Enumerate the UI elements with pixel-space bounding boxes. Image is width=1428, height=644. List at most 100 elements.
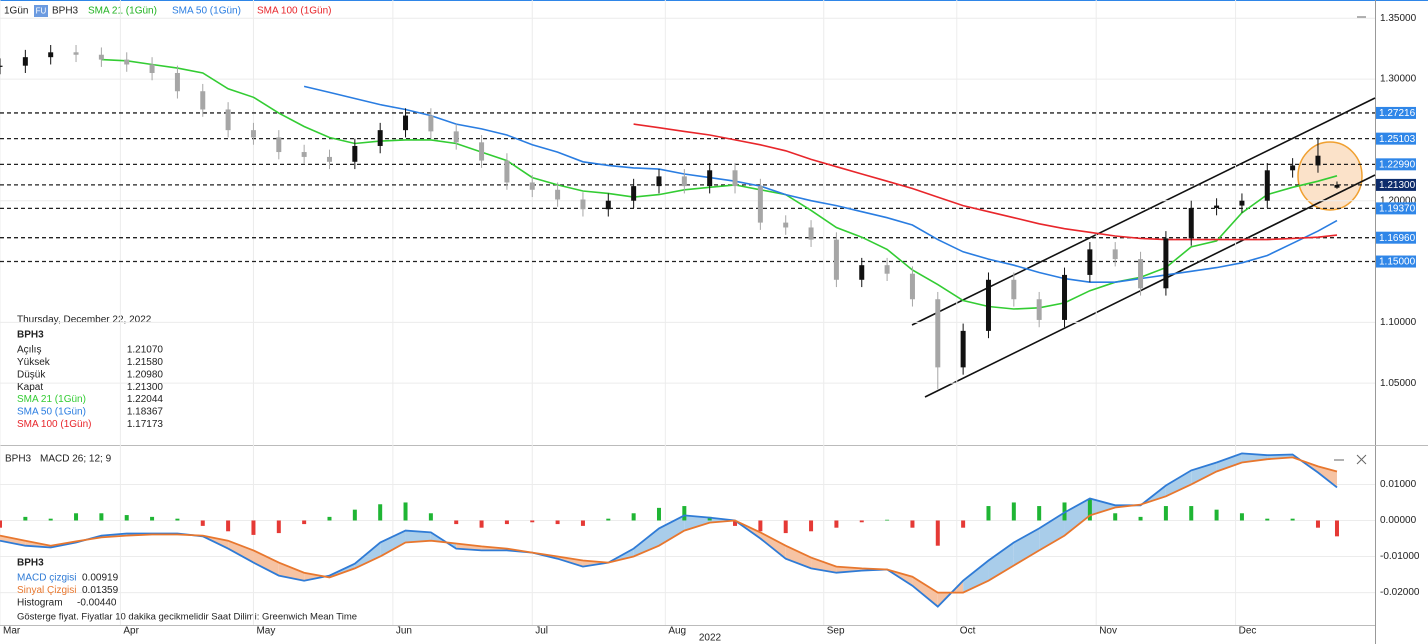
candle-body — [656, 176, 662, 187]
candle-body — [529, 182, 535, 190]
histogram-bar — [99, 513, 104, 521]
candle-body — [808, 227, 814, 240]
level-tag-label: 1.15000 — [1379, 257, 1416, 268]
x-tick-label: May — [256, 626, 275, 637]
level-tag-label: 1.19370 — [1379, 204, 1416, 215]
macd-fill — [1317, 466, 1337, 488]
histogram-bar — [733, 520, 738, 526]
candle-body — [428, 115, 434, 132]
histogram-bar — [580, 520, 585, 526]
candle-body — [1239, 200, 1245, 206]
channel-lower — [924, 174, 1376, 398]
candle-body — [783, 222, 789, 228]
y-tick-label: 1.10000 — [1380, 317, 1417, 328]
candle-body — [453, 131, 459, 143]
candle-body — [352, 145, 358, 162]
info-value: 1.21580 — [127, 357, 164, 368]
histogram-bar — [352, 509, 357, 521]
candle-body — [1011, 279, 1017, 300]
candle-body — [1138, 259, 1144, 289]
y-tick-label: -0.02000 — [1380, 587, 1420, 598]
level-tag — [1376, 178, 1416, 191]
macd-fill — [1191, 462, 1217, 485]
macd-fill — [1241, 453, 1268, 463]
legend-sma100: SMA 100 (1Gün) — [257, 6, 331, 17]
histogram-bar — [504, 520, 509, 525]
badge: FU — [36, 7, 47, 16]
level-tag — [1376, 158, 1416, 171]
candle-body — [225, 109, 231, 131]
histogram-bar — [124, 515, 129, 521]
histogram-bar — [1290, 518, 1295, 521]
histogram-bar — [1315, 520, 1320, 528]
candle-body — [555, 189, 561, 200]
macd-close-icon[interactable] — [1356, 454, 1367, 465]
info-value: 1.21070 — [127, 345, 164, 356]
candle-body — [479, 142, 485, 161]
macd-fill — [1216, 453, 1242, 472]
macd-fill — [633, 528, 659, 557]
candle-body — [1315, 155, 1321, 166]
x-tick-label: Oct — [960, 626, 976, 637]
histogram-bar — [555, 520, 560, 525]
info-label: Açılış — [17, 345, 41, 356]
x-tick-label: Jul — [535, 626, 548, 637]
macd-legend-value: 0.00919 — [82, 573, 119, 584]
candle-body — [985, 279, 991, 331]
candle-body — [377, 130, 383, 146]
info-label: Yüksek — [17, 357, 51, 368]
histogram-bar — [1163, 506, 1168, 521]
x-tick-label: Aug — [668, 626, 686, 637]
candle-body — [200, 91, 206, 110]
candle-body — [504, 160, 510, 183]
candle-body — [1334, 184, 1340, 188]
highlight-circle — [1297, 141, 1363, 211]
info-sma-label: SMA 50 (1Gün) — [17, 407, 86, 418]
histogram-bar — [302, 520, 307, 525]
x-tick-label: Sep — [827, 626, 845, 637]
histogram-bar — [1087, 498, 1092, 521]
info-label: Düşük — [17, 369, 46, 380]
y-tick-label: 1.20000 — [1380, 195, 1417, 206]
histogram-bar — [226, 520, 231, 532]
histogram-bar — [530, 520, 535, 523]
x-tick-label: Mar — [3, 626, 21, 637]
histogram-bar — [48, 518, 53, 521]
macd-line — [0, 452, 1338, 608]
histogram-bar — [834, 520, 839, 528]
level-tag — [1376, 202, 1416, 215]
info-sma-label: SMA 100 (1Gün) — [17, 419, 91, 430]
candle-body — [22, 57, 28, 66]
histogram-bar — [758, 520, 763, 532]
info-sma-value: 1.17173 — [127, 419, 164, 430]
macd-symbol: BPH3 — [5, 454, 32, 465]
macd-fill — [760, 532, 786, 559]
histogram-bar — [986, 506, 991, 521]
x-tick-label: Nov — [1099, 626, 1117, 637]
macd-fill — [658, 515, 685, 546]
macd-title: MACD 26; 12; 9 — [40, 454, 112, 465]
info-date: Thursday, December 22, 2022 — [17, 315, 152, 326]
candle-body — [909, 273, 915, 300]
candle-body — [326, 156, 332, 162]
macd-legend-value: -0.00440 — [77, 597, 117, 608]
candle-body — [960, 330, 966, 368]
candle-body — [1290, 165, 1296, 171]
level-tag — [1376, 231, 1416, 244]
candle-body — [605, 200, 611, 210]
candle-body — [580, 199, 586, 210]
candle-body — [149, 64, 155, 73]
histogram-bar — [961, 520, 966, 528]
sma-line — [633, 123, 1338, 241]
candle-body — [1087, 249, 1093, 275]
candle-body — [403, 115, 409, 131]
histogram-bar — [428, 513, 433, 521]
macd-fill — [912, 576, 938, 607]
histogram-bar — [707, 516, 712, 521]
macd-line — [0, 456, 1338, 594]
y-tick-label: 1.30000 — [1380, 74, 1417, 85]
candle-body — [681, 176, 687, 187]
histogram-bar — [910, 520, 915, 528]
level-tag-label: 1.21300 — [1379, 180, 1416, 191]
macd-fill — [253, 550, 279, 576]
